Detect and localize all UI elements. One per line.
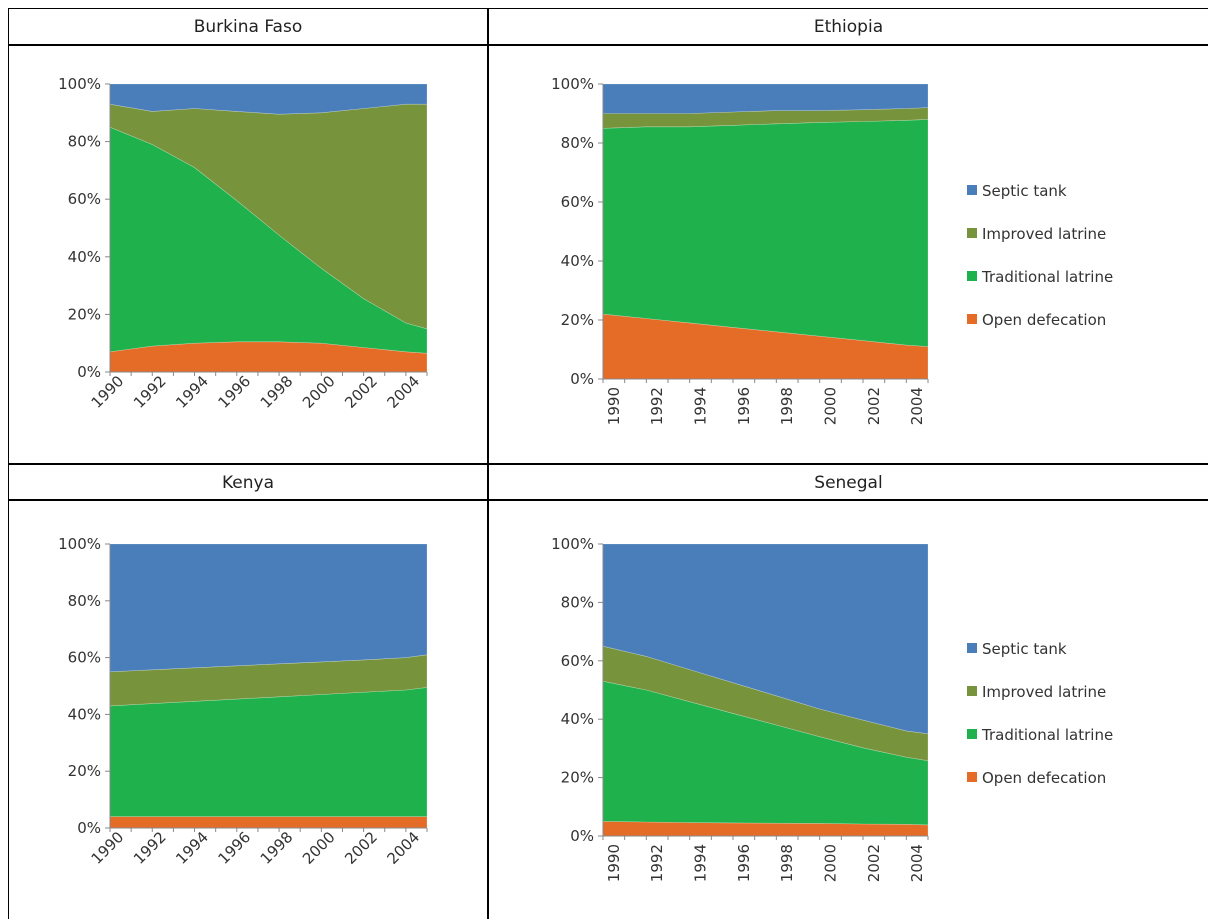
legend-label-open-defecation: Open defecation — [982, 769, 1106, 787]
panel-title-senegal: Senegal — [814, 473, 883, 493]
grid-divider-title-bottom — [8, 499, 1208, 501]
y-tick-label: 100% — [58, 75, 101, 93]
x-tick-label: 2002 — [865, 844, 883, 882]
x-tick-label: 1998 — [257, 828, 297, 868]
x-tick-label: 1998 — [778, 844, 796, 882]
y-tick-label: 20% — [561, 769, 594, 787]
grid-divider-middle — [8, 463, 1208, 465]
y-tick-label: 0% — [77, 363, 101, 381]
x-tick-label: 1994 — [692, 844, 710, 882]
y-tick-label: 60% — [561, 193, 594, 211]
legend-swatch-traditional-latrine — [967, 729, 977, 739]
x-tick-label: 1992 — [130, 828, 170, 868]
chart-ethiopia: 0% 20% 40% 60% 80% 100% 1990 1992 1994 1996 1998 20… — [551, 75, 1113, 425]
x-tick-label: 2002 — [341, 372, 381, 412]
panel-title-ethiopia: Ethiopia — [813, 17, 884, 37]
chart-burkina-faso: 0%20%40%60%80%100%1990 1992 1994 1996 1998 20… — [58, 75, 428, 412]
y-tick-label: 80% — [68, 133, 101, 151]
grid-divider-title-top — [8, 44, 1208, 46]
x-tick-label: 2000 — [299, 828, 339, 868]
panel-title-burkina-faso: Burkina Faso — [193, 17, 303, 37]
x-tick-label: 1996 — [214, 828, 254, 868]
area-traditional-latrine — [602, 119, 929, 347]
y-tick-label: 100% — [551, 75, 594, 93]
chart-kenya: 0%20%40%60%80%100%1990 1992 1994 1996 1998 20… — [58, 535, 428, 868]
x-tick-label: 2000 — [299, 372, 339, 412]
x-tick-label: 1998 — [257, 372, 297, 412]
x-tick-label: 2000 — [822, 387, 840, 425]
x-tick-label: 1998 — [778, 387, 796, 425]
legend-swatch-improved-latrine — [967, 686, 977, 696]
x-tick-label: 1990 — [605, 387, 623, 425]
area-open-defecation — [109, 816, 428, 829]
area-septic-tank — [109, 543, 428, 673]
legend-label-traditional-latrine: Traditional latrine — [981, 726, 1113, 744]
x-tick-label: 1996 — [214, 372, 254, 412]
x-tick-label: 2002 — [341, 828, 381, 868]
area-traditional-latrine — [109, 687, 428, 817]
y-tick-label: 60% — [561, 652, 594, 670]
x-tick-label: 1992 — [648, 387, 666, 425]
y-tick-label: 100% — [58, 535, 101, 553]
chart-senegal: 0% 20% 40% 60% 80% 100% 1990 1992 1994 1996 1998 20… — [551, 535, 1113, 882]
y-tick-label: 60% — [68, 649, 101, 667]
y-tick-label: 0% — [77, 819, 101, 837]
x-tick-label: 1994 — [172, 372, 212, 412]
y-tick-label: 20% — [68, 762, 101, 780]
legend-swatch-traditional-latrine — [967, 271, 977, 281]
legend-label-improved-latrine: Improved latrine — [982, 683, 1106, 701]
x-tick-label: 2004 — [384, 828, 424, 868]
legend-swatch-open-defecation — [967, 314, 977, 324]
y-tick-label: 40% — [68, 705, 101, 723]
y-tick-label: 0% — [570, 827, 594, 845]
y-tick-label: 40% — [561, 252, 594, 270]
x-tick-label: 1992 — [648, 844, 666, 882]
area-septic-tank — [602, 83, 929, 114]
y-tick-label: 40% — [68, 248, 101, 266]
legend-label-open-defecation: Open defecation — [982, 311, 1106, 329]
x-tick-label: 2004 — [908, 387, 926, 425]
y-tick-label: 60% — [68, 190, 101, 208]
y-tick-label: 80% — [561, 134, 594, 152]
x-tick-label: 2000 — [822, 844, 840, 882]
x-tick-label: 2004 — [384, 372, 424, 412]
legend-swatch-septic-tank — [967, 185, 977, 195]
legend-label-traditional-latrine: Traditional latrine — [981, 268, 1113, 286]
panel-title-kenya: Kenya — [221, 473, 274, 493]
y-tick-label: 0% — [570, 370, 594, 388]
y-tick-label: 20% — [561, 311, 594, 329]
legend-label-improved-latrine: Improved latrine — [982, 225, 1106, 243]
x-tick-label: 1996 — [735, 844, 753, 882]
y-tick-label: 100% — [551, 535, 594, 553]
y-tick-label: 80% — [561, 593, 594, 611]
x-tick-label: 1994 — [172, 828, 212, 868]
x-tick-label: 1994 — [692, 387, 710, 425]
y-tick-label: 40% — [561, 710, 594, 728]
y-tick-label: 80% — [68, 592, 101, 610]
x-tick-label: 1990 — [605, 844, 623, 882]
x-tick-label: 1992 — [130, 372, 170, 412]
area-septic-tank — [602, 543, 929, 735]
legend-swatch-improved-latrine — [967, 228, 977, 238]
x-tick-label: 1996 — [735, 387, 753, 425]
y-tick-label: 20% — [68, 305, 101, 323]
legend-label-septic-tank: Septic tank — [982, 640, 1067, 658]
x-tick-label: 2002 — [865, 387, 883, 425]
legend-swatch-open-defecation — [967, 772, 977, 782]
x-tick-label: 2004 — [908, 844, 926, 882]
legend-label-septic-tank: Septic tank — [982, 182, 1067, 200]
area-septic-tank — [109, 83, 428, 115]
legend-swatch-septic-tank — [967, 643, 977, 653]
